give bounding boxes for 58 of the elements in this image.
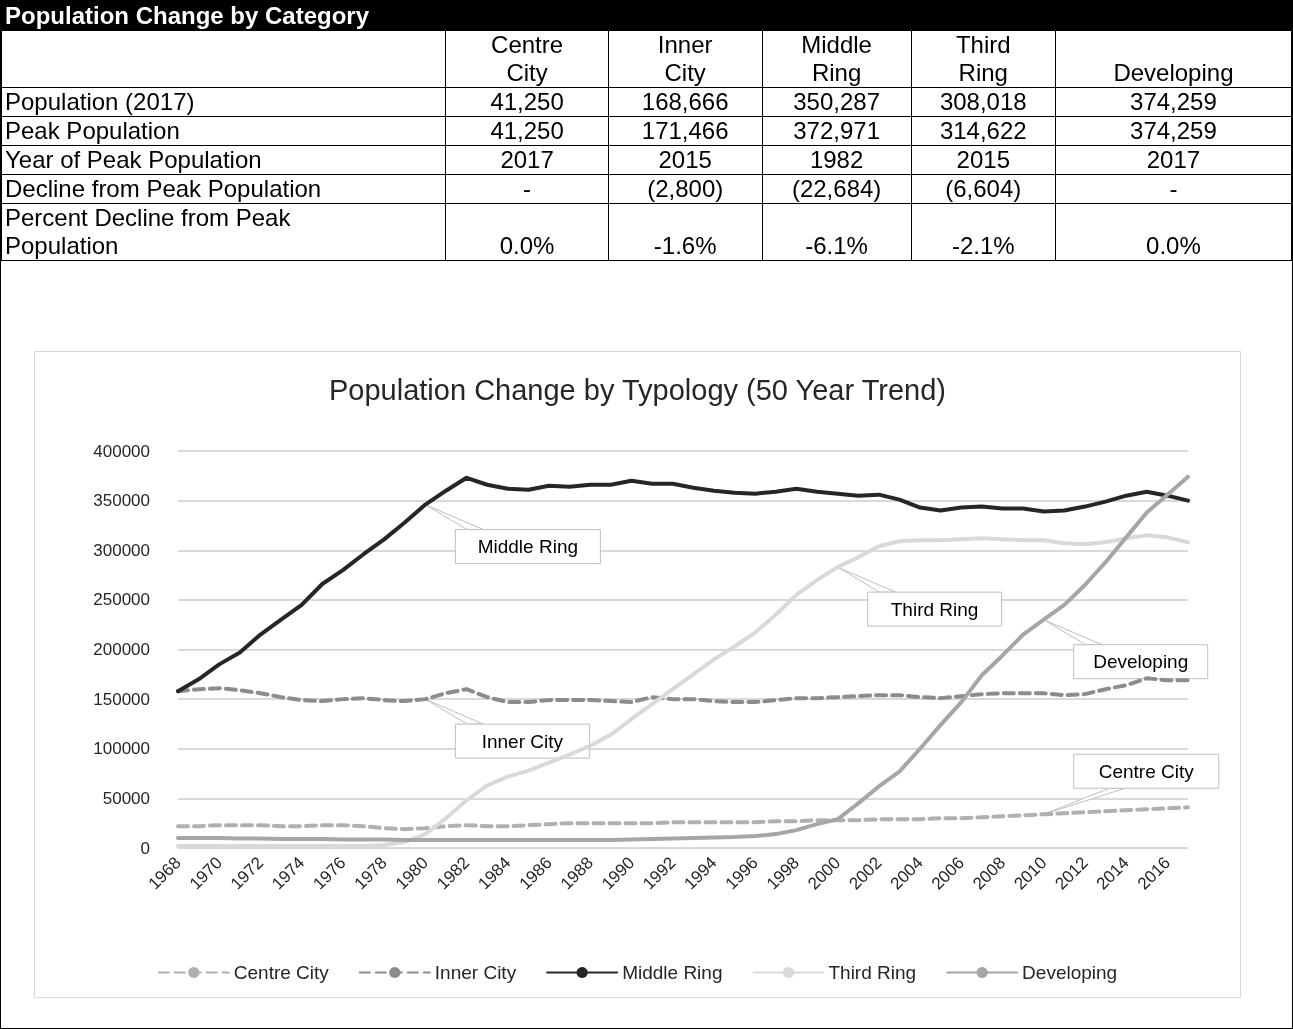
- text: (22,684): [762, 174, 912, 204]
- text: 0.0%: [1055, 203, 1292, 261]
- y-tick-label: 350000: [93, 491, 150, 511]
- chart-title: Population Change by Typology (50 Year Trend): [329, 373, 946, 406]
- text: 171,466: [608, 116, 763, 146]
- text: Population Change by Category: [1, 1, 1292, 31]
- text: 372,971: [762, 116, 912, 146]
- text: (2,800): [608, 174, 763, 204]
- line-series: [176, 676, 1190, 705]
- y-tick-label: 100000: [93, 739, 150, 759]
- annotation: Inner City: [481, 730, 564, 752]
- category-label: Inner City: [608, 30, 763, 88]
- annotation: Centre City: [1098, 760, 1195, 782]
- text: 2015: [608, 145, 763, 175]
- text: -1.6%: [608, 203, 763, 261]
- text: 168,666: [608, 87, 763, 117]
- y-tick-label: 150000: [93, 689, 150, 709]
- text: 2017: [445, 145, 609, 175]
- text: 41,250: [445, 87, 609, 117]
- text: Decline from Peak Population: [5, 175, 323, 203]
- y-tick-label: 50000: [102, 788, 150, 808]
- legend-label: Centre City: [233, 962, 330, 983]
- y-tick-label: 400000: [93, 441, 150, 461]
- legend-label: Developing: [1022, 962, 1118, 983]
- y-tick-label: 300000: [93, 540, 150, 560]
- text: 1982: [762, 145, 912, 175]
- text: 2017: [1055, 145, 1292, 175]
- legend-label: Middle Ring: [622, 962, 723, 983]
- category-label: Centre City: [445, 30, 609, 88]
- text: 41,250: [445, 116, 609, 146]
- category-label: Developing: [1055, 30, 1292, 88]
- annotation: Developing: [1093, 651, 1189, 673]
- text: (6,604): [911, 174, 1056, 204]
- text: Peak Population: [5, 117, 181, 145]
- text: Year of Peak Population: [5, 146, 263, 174]
- text: Percent Decline from Peak Population: [5, 204, 292, 260]
- y-tick-label: 250000: [93, 590, 150, 610]
- annotation: Third Ring: [890, 598, 979, 620]
- y-tick-label: 0: [140, 838, 150, 858]
- text: -: [1055, 174, 1292, 204]
- text: 314,622: [911, 116, 1056, 146]
- text: 2015: [911, 145, 1056, 175]
- category-label: Middle Ring: [762, 30, 912, 88]
- line-series: [176, 475, 1190, 694]
- annotation: Middle Ring: [477, 536, 579, 558]
- y-tick-label: 200000: [93, 640, 150, 659]
- text: 374,259: [1055, 87, 1292, 117]
- text: -2.1%: [911, 203, 1056, 261]
- category-label: Third Ring: [911, 30, 1056, 88]
- legend-label: Third Ring: [828, 962, 917, 983]
- text: 374,259: [1055, 116, 1292, 146]
- text: 308,018: [911, 87, 1056, 117]
- text: Population (2017): [5, 88, 196, 116]
- legend-label: Inner City: [434, 962, 517, 983]
- text: 0.0%: [445, 203, 609, 261]
- text: -: [445, 174, 609, 204]
- text: -6.1%: [762, 203, 912, 261]
- text: 350,287: [762, 87, 912, 117]
